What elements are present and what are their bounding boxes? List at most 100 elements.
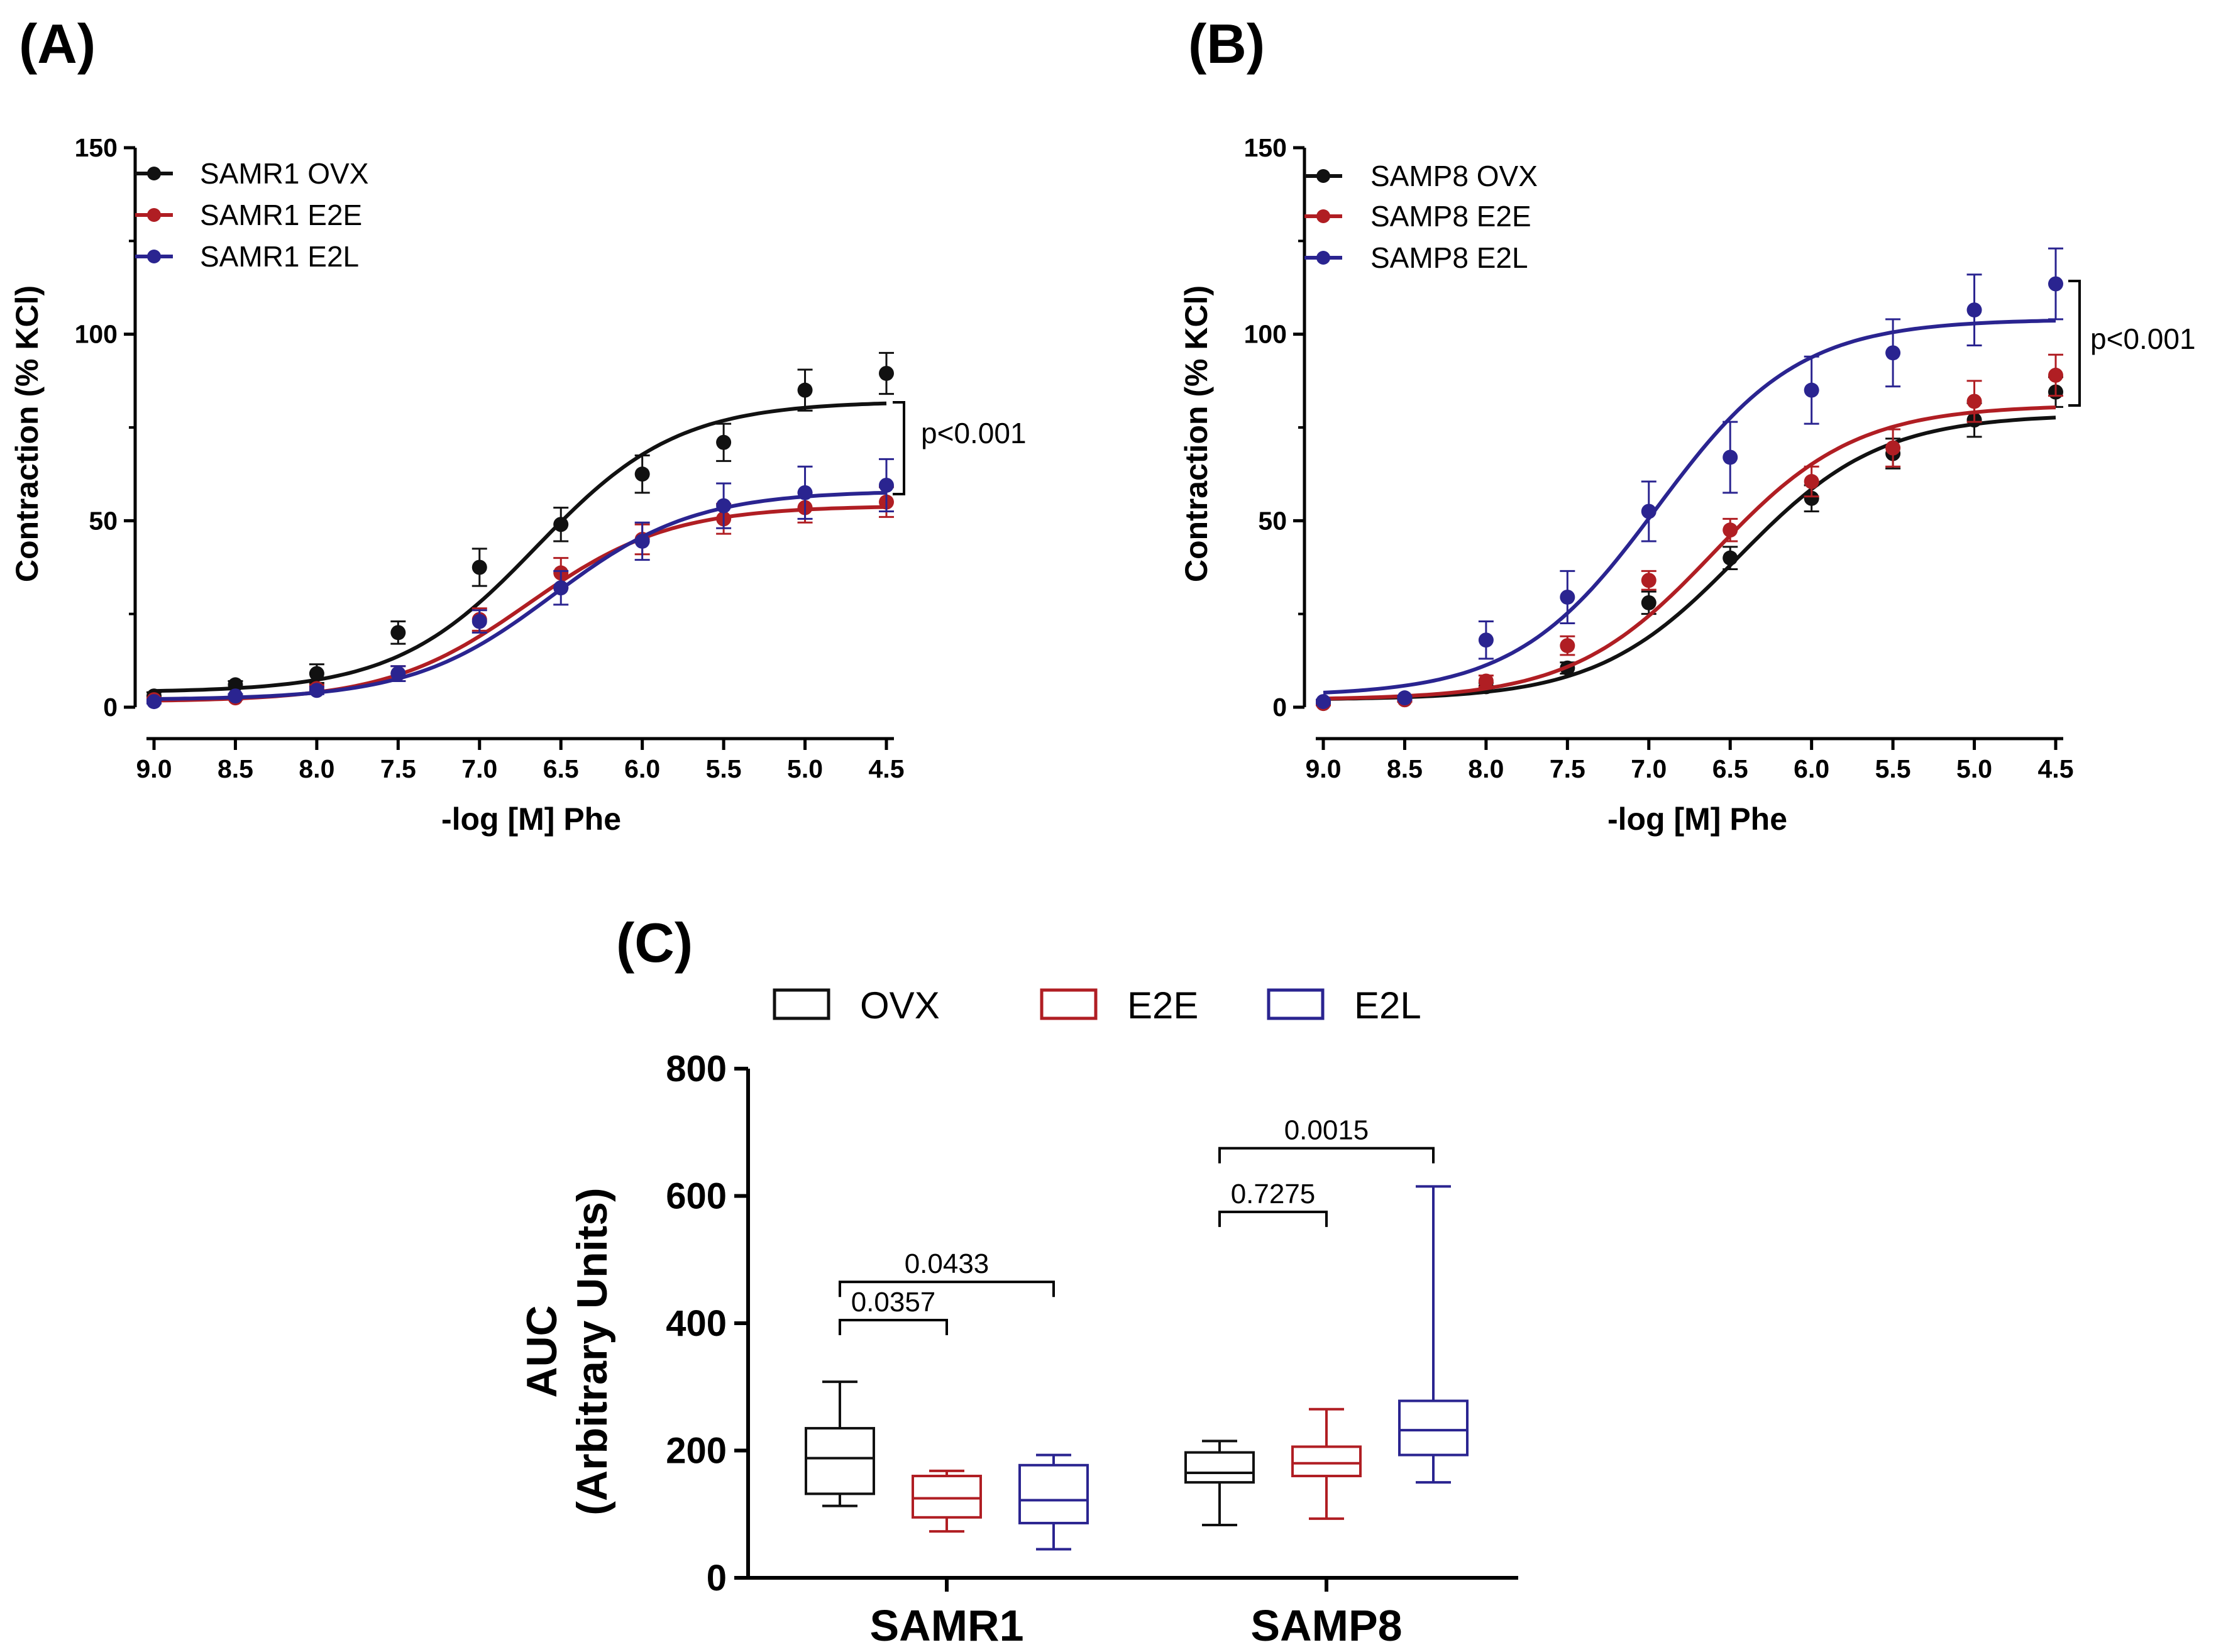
samr1-e2l-point-7 — [716, 498, 732, 514]
panel-b-legend: SAMP8 OVX SAMP8 E2E SAMP8 E2L — [1304, 160, 1538, 274]
samr1-ovx-point-2 — [309, 666, 324, 681]
-a--x-tick-label-0: 9.0 — [136, 754, 172, 783]
panel-b-x-axis-title: -log [M] Phe — [1607, 801, 1787, 837]
samr1-ovx-point-3 — [390, 625, 406, 641]
legend-label-samr1-ovx: SAMR1 OVX — [200, 157, 368, 190]
samr1-e2e-box — [912, 1475, 982, 1519]
samp8-e2l-point-6 — [1804, 382, 1819, 398]
panel-a-x-axis-title: -log [M] Phe — [441, 801, 621, 837]
legend-marker-samp8-e2e — [1316, 209, 1330, 223]
samr1-ovx-point-9 — [879, 365, 894, 381]
samp8-e2l-point-4 — [1641, 504, 1656, 519]
panel-a-y-axis-title: Contraction (% KCl) — [9, 285, 45, 582]
legend-marker-samr1-e2l — [147, 250, 161, 263]
-a--x-tick-label-4: 7.0 — [461, 754, 497, 783]
panel-b-y-axis-title: Contraction (% KCl) — [1179, 285, 1214, 582]
samp8-e2l-point-2 — [1478, 632, 1494, 648]
legend-item-samr1-e2l: SAMR1 E2L — [135, 240, 359, 273]
samp8-e2l-box — [1398, 1399, 1469, 1457]
samr1-ovx-point-1 — [228, 677, 243, 693]
panel-c-y-tick-label-1: 200 — [666, 1431, 727, 1472]
panel-c-y-tick-label-2: 400 — [666, 1303, 727, 1344]
-b--x-tick-label-9: 4.5 — [2038, 754, 2074, 783]
legend-label-samr1-e2e: SAMR1 E2E — [200, 199, 362, 231]
samr1-e2l-point-5 — [553, 580, 569, 596]
samp8-e2l-point-0 — [1316, 694, 1331, 710]
samr1-ovx-point-5 — [553, 517, 569, 532]
legend-swatch-e2e — [1040, 988, 1098, 1020]
samp8-e2l-point-1 — [1397, 690, 1413, 706]
samr1-e2l-point-3 — [390, 666, 406, 681]
-b--x-tick-label-1: 8.5 — [1387, 754, 1423, 783]
legend-item-e2e: E2E — [1040, 984, 1198, 1027]
samr1-ovx-point-8 — [797, 382, 813, 398]
panel-c-category-label-samp8: SAMP8 — [1250, 1601, 1402, 1650]
panel-a-plot-area — [146, 351, 894, 710]
-b--y-tick-label-0: 0 — [1272, 693, 1287, 722]
legend-label-e2l: E2L — [1354, 984, 1421, 1027]
legend-item-samp8-e2e: SAMP8 E2E — [1304, 200, 1531, 233]
legend-marker-samr1-ovx — [147, 167, 161, 180]
samp8-e2l-point-7 — [1885, 345, 1901, 361]
panel-b-dose-response-chart: (B) Contraction (% KCl) -log [M] Phe 0 50… — [1179, 13, 2196, 837]
panel-a-dose-response-chart: (A) Contraction (% KCl) -log [M] Phe 0 50… — [9, 13, 1027, 837]
samp8-ovx-point-5 — [1723, 550, 1738, 566]
panel-c-box-plot: (C) OVX E2E E2L AUC (Arbitrary Units) 0 2… — [518, 911, 1518, 1650]
samp8-e2l-point-9 — [2048, 276, 2063, 292]
legend-item-samr1-ovx: SAMR1 OVX — [135, 157, 368, 190]
panel-c-y-axis-title: AUC — [518, 1305, 566, 1397]
panel-b-plot-area — [1316, 247, 2063, 712]
panel-a-significance-bracket — [893, 401, 905, 495]
panel-a-label: (A) — [19, 13, 96, 75]
comparison-bracket-3 — [1218, 1147, 1435, 1164]
legend-marker-samp8-ovx — [1316, 169, 1330, 183]
panel-a-ticks: 0 50 100 150 9.0 8.5 8.0 7.5 7.0 6.5 6.0 5.5 5.0 4.5 — [75, 133, 905, 783]
samp8-e2l-point-3 — [1560, 589, 1575, 605]
samp8-e2e-point-8 — [1966, 394, 1982, 409]
samp8-e2e-point-6 — [1804, 474, 1819, 490]
panel-b-ticks: 0 50 100 150 9.0 8.5 8.0 7.5 7.0 6.5 6.0 5.5 5.0 4.5 — [1244, 133, 2074, 783]
-a--x-tick-label-7: 5.5 — [706, 754, 742, 783]
samr1-e2e-fit-curve — [153, 505, 887, 703]
samr1-e2l-point-9 — [879, 477, 894, 493]
samr1-ovx-box — [805, 1427, 875, 1495]
samp8-ovx-point-4 — [1641, 595, 1656, 610]
legend-item-e2l: E2L — [1267, 984, 1421, 1027]
samr1-e2l-point-8 — [797, 485, 813, 500]
legend-label-samp8-ovx: SAMP8 OVX — [1370, 160, 1538, 192]
samr1-e2l-point-0 — [146, 694, 162, 710]
panel-b-significance-bracket — [2068, 280, 2081, 407]
-b--x-tick-label-4: 7.0 — [1631, 754, 1667, 783]
samp8-ovx-fit-curve — [1323, 416, 2056, 701]
samr1-ovx-point-7 — [716, 434, 732, 450]
samp8-e2e-box — [1291, 1445, 1362, 1478]
comparison-bracket-2 — [1218, 1210, 1328, 1227]
-b--y-tick-label-3: 150 — [1244, 133, 1287, 162]
comparison-bracket-1 — [839, 1280, 1055, 1297]
-a--x-tick-label-5: 6.5 — [543, 754, 579, 783]
samr1-ovx-point-6 — [634, 466, 650, 482]
samr1-e2l-box — [1018, 1463, 1089, 1524]
samr1-ovx-fit-curve — [153, 401, 887, 693]
panel-a-significance-label: p<0.001 — [921, 417, 1027, 449]
samr1-e2l-fit-curve — [153, 490, 887, 701]
legend-item-samr1-e2e: SAMR1 E2E — [135, 199, 362, 231]
-b--x-tick-label-0: 9.0 — [1306, 754, 1342, 783]
legend-swatch-e2l — [1267, 988, 1325, 1020]
-b--x-tick-label-6: 6.0 — [1794, 754, 1829, 783]
-b--x-tick-label-8: 5.0 — [1956, 754, 1992, 783]
panel-c-y-tick-label-4: 800 — [666, 1049, 727, 1089]
-a--x-tick-label-1: 8.5 — [218, 754, 253, 783]
panel-c-y-axis-subtitle: (Arbitrary Units) — [568, 1187, 616, 1515]
legend-marker-samr1-e2e — [147, 208, 161, 222]
comparison-label-1: 0.0433 — [905, 1248, 989, 1279]
-b--y-tick-label-2: 100 — [1244, 320, 1287, 349]
legend-label-e2e: E2E — [1127, 984, 1198, 1027]
samp8-e2e-point-5 — [1723, 522, 1738, 538]
panel-b-label: (B) — [1188, 13, 1265, 75]
-a--x-tick-label-9: 4.5 — [869, 754, 905, 783]
legend-label-samr1-e2l: SAMR1 E2L — [200, 240, 359, 273]
-b--x-tick-label-7: 5.5 — [1875, 754, 1911, 783]
panel-c-y-tick-label-3: 600 — [666, 1176, 727, 1217]
